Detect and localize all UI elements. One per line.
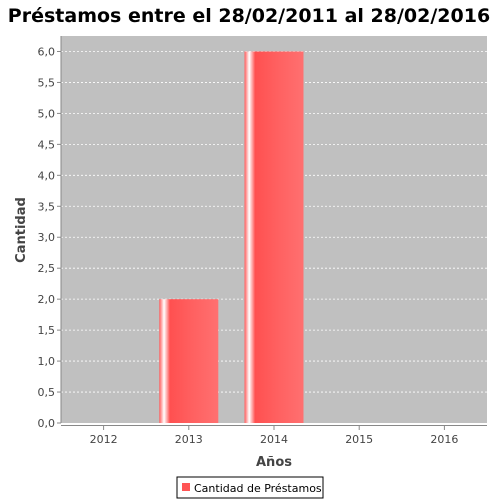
- y-tick-label: 5,5: [38, 76, 56, 89]
- x-axis-label: Años: [256, 455, 292, 470]
- legend-box: [176, 476, 324, 499]
- y-tick-label: 3,5: [38, 200, 56, 213]
- y-tick-label: 1,0: [38, 355, 56, 368]
- x-tick-label: 2014: [260, 433, 288, 446]
- legend-label: Cantidad de Préstamos: [194, 482, 322, 495]
- y-axis-ticks: 0,0 0,5 1,0 1,5 2,0 2,5 3,0 3,5 4,0 4,5 5,0 5,5 6,0: [38, 45, 61, 430]
- y-tick-label: 2,0: [38, 293, 56, 306]
- y-tick-label: 0,0: [38, 417, 56, 430]
- y-tick-label: 5,0: [38, 107, 56, 120]
- x-axis-ticks: 2012 2013 2014 2015 2016: [90, 426, 458, 446]
- y-tick-label: 0,5: [38, 386, 56, 399]
- y-tick-label: 2,5: [38, 262, 56, 275]
- y-tick-label: 3,0: [38, 231, 56, 244]
- y-axis-label: Cantidad: [14, 197, 29, 263]
- chart-title: Préstamos entre el 28/02/2011 al 28/02/2…: [8, 5, 490, 27]
- x-tick-label: 2016: [430, 433, 458, 446]
- y-tick-label: 4,5: [38, 138, 56, 151]
- bar-2014: [244, 51, 304, 423]
- x-tick-label: 2015: [345, 433, 373, 446]
- legend-swatch: [182, 483, 190, 491]
- bars: [159, 51, 304, 423]
- x-tick-label: 2013: [175, 433, 203, 446]
- x-tick-label: 2012: [90, 433, 118, 446]
- y-tick-label: 6,0: [38, 45, 56, 58]
- bar-2013: [159, 299, 219, 423]
- y-tick-label: 1,5: [38, 324, 56, 337]
- y-tick-label: 4,0: [38, 169, 56, 182]
- legend: Cantidad de Préstamos: [176, 476, 324, 499]
